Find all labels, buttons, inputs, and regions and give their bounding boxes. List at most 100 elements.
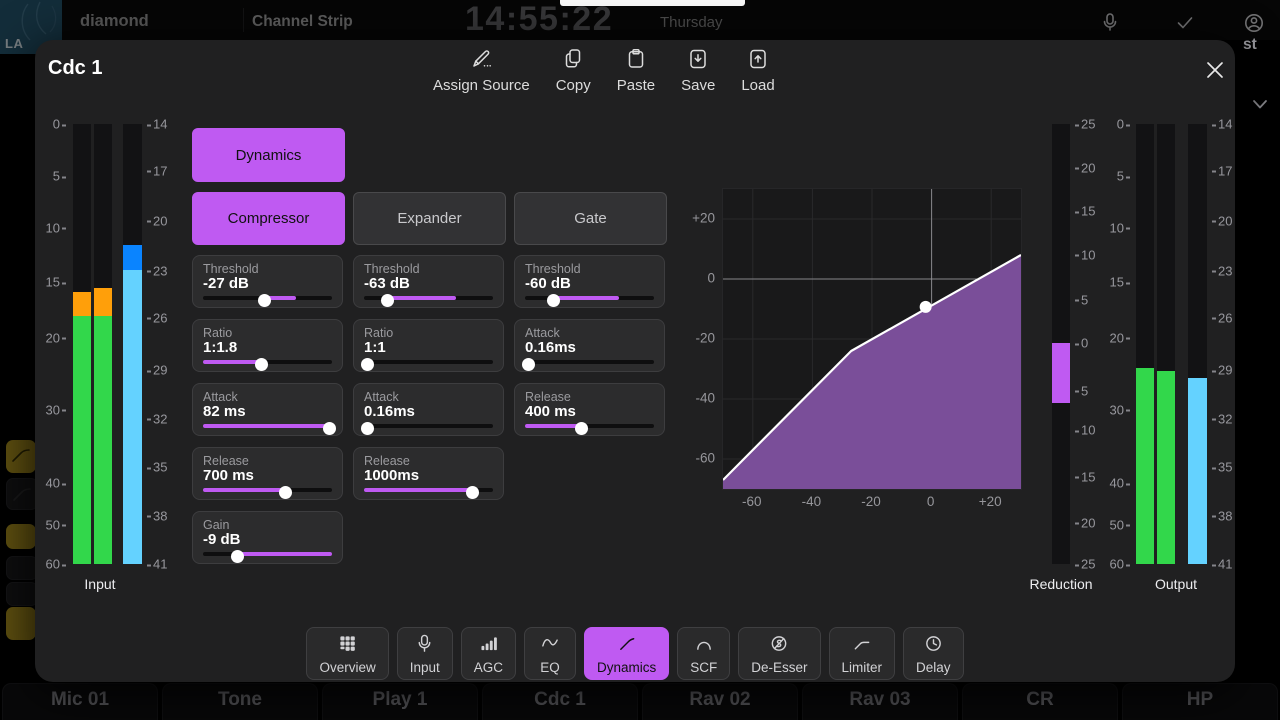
slider-label: Ratio [364,326,394,340]
slider-knob[interactable] [360,357,374,371]
check-icon[interactable] [1176,16,1194,35]
meter-scale-tick: 25 [1075,557,1095,572]
slider-knob[interactable] [231,549,245,563]
tab-limiter[interactable]: Limiter [828,627,896,680]
graph-y-tick: -40 [695,390,715,406]
gate-release-slider[interactable]: Release 400 ms [514,383,665,436]
slider-knob[interactable] [322,421,336,435]
meter-segment-green [94,315,112,564]
slider-track[interactable] [364,293,493,307]
expander-release-slider[interactable]: Release 1000ms [353,447,504,500]
meter-scale-tick: 60 [46,557,66,572]
meter-scale-tick: 35 [1212,460,1232,475]
meter-scale-tick: 23 [1212,263,1232,278]
slider-track[interactable] [525,421,654,435]
tab-label: De-Esser [751,659,808,675]
slider-knob[interactable] [521,357,535,371]
slider-knob[interactable] [258,293,272,307]
meter-scale-tick: 23 [147,263,167,278]
compressor-gain-slider[interactable]: Gain -9 dB [192,511,343,564]
mode-button-compressor[interactable]: Compressor [192,192,345,245]
close-button[interactable] [1203,58,1227,82]
dynamics-curve-icon [617,634,637,658]
mode-button-expander[interactable]: Expander [353,192,506,245]
chevron-down-icon[interactable] [1252,97,1268,115]
user-avatar-icon[interactable] [1243,12,1265,39]
assign-source-button[interactable]: Assign Source [433,44,530,94]
dialog-action-bar: Assign Source Copy Paste Save Load [433,44,775,94]
tab-overview[interactable]: Overview [306,627,389,680]
copy-button[interactable]: Copy [556,44,591,94]
side-button[interactable] [6,524,36,549]
tab-de-esser[interactable]: De-Esser [738,627,821,680]
dialog-title: Cdc 1 [48,57,103,79]
notification-pull-tab[interactable] [560,0,745,6]
mode-button-gate[interactable]: Gate [514,192,667,245]
compressor-threshold-slider[interactable]: Threshold -27 dB [192,255,343,308]
load-button[interactable]: Load [741,44,775,94]
meter-bar [1157,124,1175,564]
side-button[interactable] [6,582,38,606]
meter-scale-tick: 20 [1212,213,1232,228]
slider-fill [237,552,332,556]
slider-knob[interactable] [360,421,374,435]
slider-track[interactable] [203,293,332,307]
slider-track[interactable] [360,421,493,435]
paste-button[interactable]: Paste [617,44,655,94]
meter-scale-tick: 20 [147,213,167,228]
compressor-attack-slider[interactable]: Attack 82 ms [192,383,343,436]
slider-track[interactable] [203,485,332,499]
side-button[interactable] [6,440,36,473]
channel-button-cdc-1[interactable]: Cdc 1 [482,683,638,720]
meter-scale-tick: 15 [46,275,66,290]
tab-scf[interactable]: SCF [677,627,731,680]
meter-scale-tick: 14 [1212,117,1232,132]
tab-eq[interactable]: EQ [524,627,576,680]
meter-scale-tick: 20 [1110,330,1130,345]
input-meter-label: Input [84,576,116,592]
compressor-ratio-slider[interactable]: Ratio 1:1.8 [192,319,343,372]
save-button[interactable]: Save [681,44,715,94]
channel-button-rav-03[interactable]: Rav 03 [802,683,958,720]
channel-button-mic-01[interactable]: Mic 01 [2,683,158,720]
gate-attack-slider[interactable]: Attack 0.16ms [514,319,665,372]
tab-dynamics[interactable]: Dynamics [584,627,670,680]
tab-agc[interactable]: AGC [460,627,516,680]
slider-value: 400 ms [525,403,576,420]
dynamics-toggle-button[interactable]: Dynamics [192,128,345,182]
microphone-icon[interactable] [1100,12,1120,37]
channel-button-hp[interactable]: HP [1122,683,1278,720]
channel-button-cr[interactable]: CR [962,683,1118,720]
slider-track[interactable] [203,549,332,563]
graph-y-axis: +20 0 -20 -40 -60 [675,188,715,488]
expander-attack-slider[interactable]: Attack 0.16ms [353,383,504,436]
channel-button-tone[interactable]: Tone [162,683,318,720]
meter-scale-tick: 35 [147,460,167,475]
compressor-release-slider[interactable]: Release 700 ms [192,447,343,500]
slider-knob[interactable] [254,357,268,371]
side-button[interactable] [6,478,38,510]
slider-track[interactable] [203,421,336,435]
tab-delay[interactable]: Delay [903,627,964,680]
clipboard-icon [624,44,648,74]
slider-knob[interactable] [465,485,479,499]
slider-knob[interactable] [380,293,394,307]
tab-input[interactable]: Input [396,627,453,680]
slider-knob[interactable] [575,421,589,435]
slider-track[interactable] [364,485,493,499]
expander-ratio-slider[interactable]: Ratio 1:1 [353,319,504,372]
expander-threshold-slider[interactable]: Threshold -63 dB [353,255,504,308]
slider-knob[interactable] [279,485,293,499]
channel-button-play-1[interactable]: Play 1 [322,683,478,720]
slider-track[interactable] [521,357,654,371]
slider-value: -9 dB [203,531,241,548]
gate-threshold-slider[interactable]: Threshold -60 dB [514,255,665,308]
slider-track[interactable] [203,357,332,371]
slider-knob[interactable] [546,293,560,307]
slider-track[interactable] [360,357,493,371]
channel-button-rav-02[interactable]: Rav 02 [642,683,798,720]
side-button[interactable] [6,607,36,640]
meter-segment-blueLight [1188,377,1207,564]
slider-track[interactable] [525,293,654,307]
